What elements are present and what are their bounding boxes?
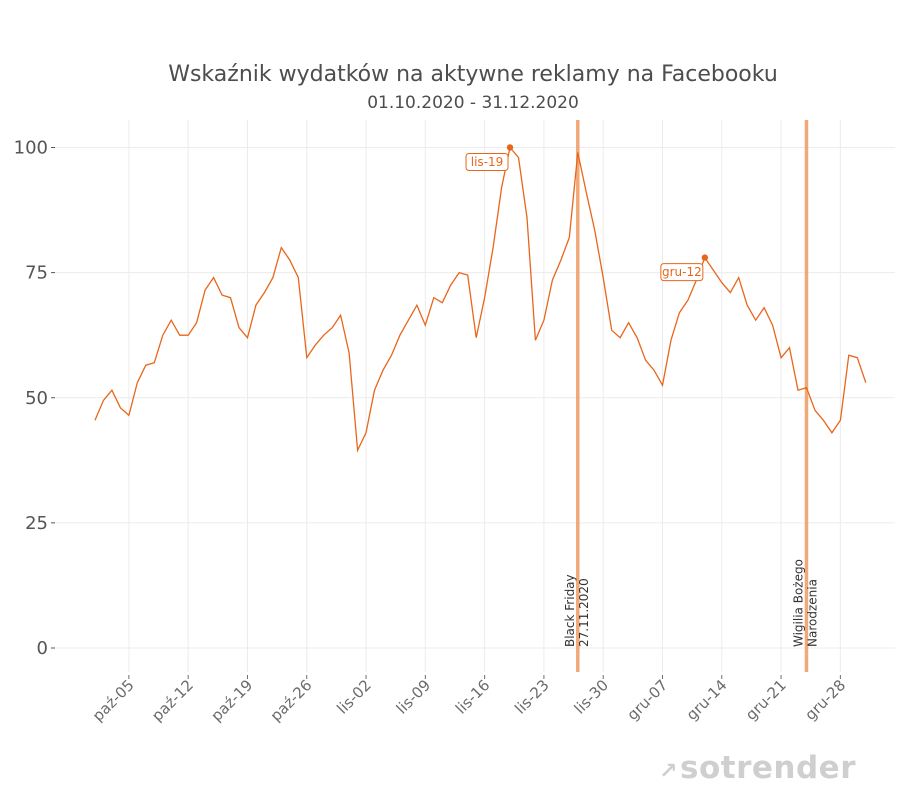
event-label: Wigilia Bożego [791,559,805,647]
series [94,146,867,453]
grid [55,120,895,672]
brand-name: sotrender [680,750,856,786]
x-tick-label: lis-09 [393,676,434,717]
trend-arrow-icon: ↗ [659,759,679,784]
y-tick-label: 25 [25,513,48,534]
x-tick-label: paź-12 [148,676,197,725]
peak-label: lis-19 [471,155,504,169]
x-tick-label: gru-21 [742,676,790,724]
x-tick-label: lis-02 [333,676,374,717]
event-label: 27.11.2020 [577,578,591,647]
event-markers: Black Friday 27.11.2020 Wigilia Bożego Naro… [563,120,819,672]
y-tick-label: 75 [25,263,48,284]
peak-label-box [660,263,704,282]
x-tick-label: gru-14 [683,676,731,724]
x-tick-label: gru-07 [623,676,671,724]
peak-point [701,254,709,261]
x-tick-label: lis-23 [511,676,552,717]
y-axis: 0 25 50 75 100 [14,138,55,659]
y-tick-label: 50 [25,388,48,409]
x-tick-label: gru-28 [801,676,849,724]
x-tick-label: paź-05 [89,676,138,725]
y-tick-label: 100 [14,138,48,159]
peak-markers: lis-19 gru-12 [465,144,709,282]
x-tick-label: lis-16 [452,676,493,717]
y-tick-label: 0 [37,638,48,659]
x-axis: paź-05 paź-12 paź-19 paź-26 lis-02 lis-09 lis-… [89,675,849,725]
series-line [94,146,867,453]
peak-point [506,144,514,151]
chart-subtitle: 01.10.2020 - 31.12.2020 [367,93,579,113]
chart-title: Wskaźnik wydatków na aktywne reklamy na … [168,62,778,87]
event-label: Narodzenia [805,579,819,647]
peak-label-box [465,153,509,171]
event-label: Black Friday [563,574,577,647]
x-tick-label: paź-19 [207,676,256,725]
x-tick-label: paź-26 [267,676,316,725]
sotrender-logo: ↗sotrender [659,750,856,786]
x-tick-label: lis-30 [571,676,612,717]
peak-label: gru-12 [662,265,702,279]
